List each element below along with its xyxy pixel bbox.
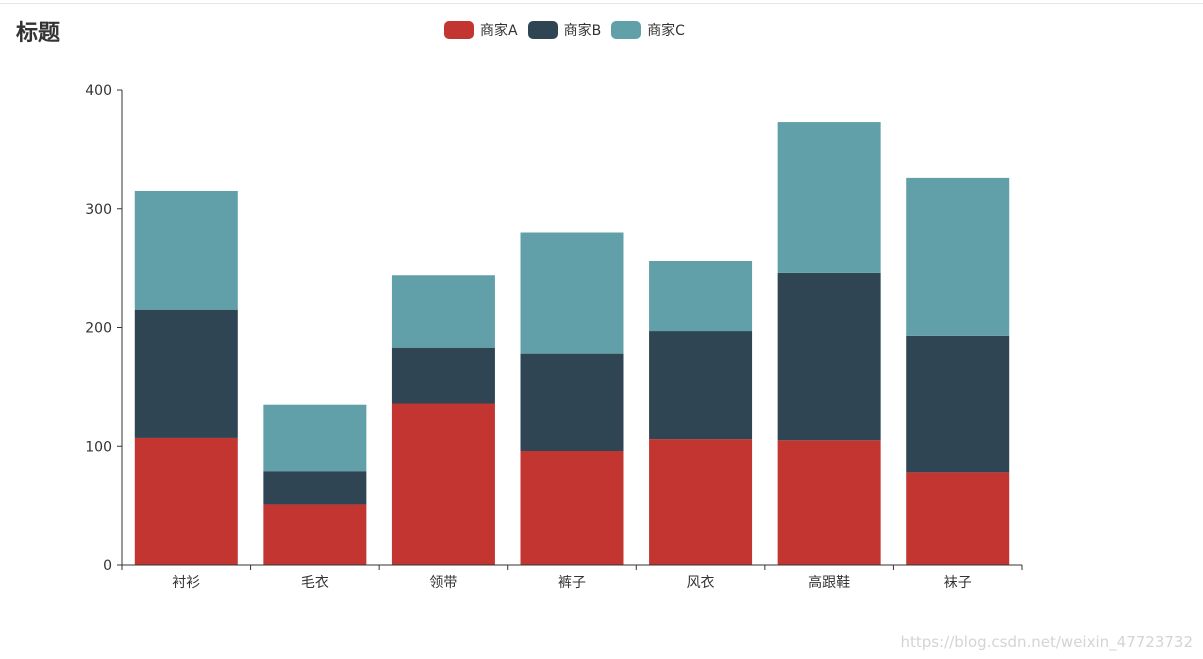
bar-4-series-1 [520,451,624,565]
top-divider [0,3,1203,4]
legend-swatch [527,21,558,39]
legend-item-2[interactable]: 商家B [527,20,602,40]
bar-7-series-3 [906,177,1010,336]
x-tick-label-4: 裤子 [558,575,586,591]
bar-3-series-3 [391,275,495,348]
legend: 商家A 商家B 商家C [444,20,695,40]
bar-4-series-2 [520,353,624,451]
y-tick-label-5: 400 [85,83,112,99]
y-tick-label-3: 200 [85,321,112,337]
bar-2-series-2 [263,471,367,505]
y-tick-label-1: 0 [103,558,112,574]
bar-7-series-1 [906,472,1010,565]
bar-1-series-2 [134,309,238,438]
bar-2-series-1 [263,504,367,565]
bar-7-series-2 [906,335,1010,473]
chart-title: 标题 [16,21,61,46]
bar-3-series-2 [391,347,495,404]
bar-3-series-1 [391,403,495,565]
x-tick-label-3: 领带 [429,575,457,591]
legend-label: 商家B [563,23,602,39]
bar-6-series-1 [777,440,881,565]
watermark: https://blog.csdn.net/weixin_47723732 [900,633,1193,651]
bar-5-series-2 [649,331,753,440]
bar-6-series-2 [777,272,881,441]
legend-item-1[interactable]: 商家A [444,20,518,40]
bar-1-series-3 [134,190,238,310]
legend-label: 商家C [647,23,685,39]
bar-5-series-3 [649,261,753,332]
y-tick-label-2: 100 [85,439,112,455]
x-tick-label-6: 高跟鞋 [808,574,850,591]
bar-4-series-3 [520,232,624,354]
legend-swatch [611,21,642,39]
bar-2-series-3 [263,404,367,472]
x-tick-label-5: 风衣 [687,575,715,591]
legend-swatch [444,21,474,39]
bar-1-series-1 [134,437,238,565]
bar-5-series-1 [649,439,753,565]
bar-6-series-3 [777,122,881,273]
x-tick-label-7: 袜子 [944,575,972,591]
x-tick-label-1: 衬衫 [172,575,200,591]
x-tick-label-2: 毛衣 [301,575,329,591]
legend-item-3[interactable]: 商家C [611,20,685,40]
legend-label: 商家A [480,23,518,39]
y-tick-label-4: 300 [85,202,112,218]
